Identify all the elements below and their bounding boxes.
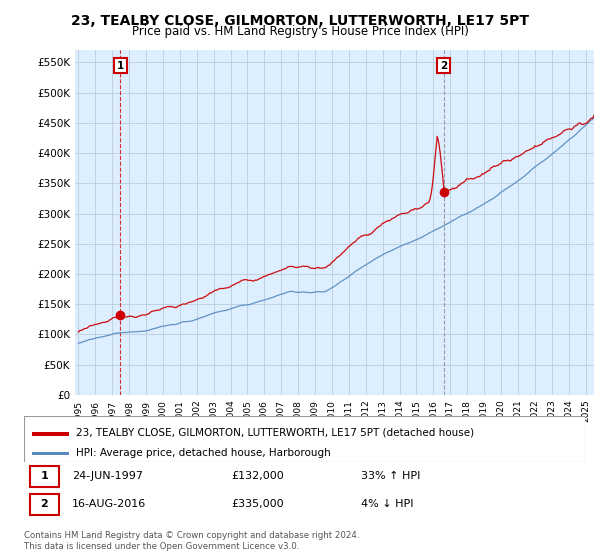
FancyBboxPatch shape xyxy=(29,466,59,487)
Text: 33% ↑ HPI: 33% ↑ HPI xyxy=(361,472,420,481)
Text: 2: 2 xyxy=(440,60,448,71)
Text: HPI: Average price, detached house, Harborough: HPI: Average price, detached house, Harb… xyxy=(76,447,331,458)
Bar xyxy=(32,452,69,455)
Text: £335,000: £335,000 xyxy=(232,500,284,509)
Text: 23, TEALBY CLOSE, GILMORTON, LUTTERWORTH, LE17 5PT (detached house): 23, TEALBY CLOSE, GILMORTON, LUTTERWORTH… xyxy=(76,428,474,438)
Text: Price paid vs. HM Land Registry's House Price Index (HPI): Price paid vs. HM Land Registry's House … xyxy=(131,25,469,38)
Text: 4% ↓ HPI: 4% ↓ HPI xyxy=(361,500,413,509)
Text: 23, TEALBY CLOSE, GILMORTON, LUTTERWORTH, LE17 5PT: 23, TEALBY CLOSE, GILMORTON, LUTTERWORTH… xyxy=(71,14,529,28)
FancyBboxPatch shape xyxy=(24,416,585,462)
Text: 16-AUG-2016: 16-AUG-2016 xyxy=(71,500,146,509)
Text: Contains HM Land Registry data © Crown copyright and database right 2024.: Contains HM Land Registry data © Crown c… xyxy=(24,531,359,540)
Text: 1: 1 xyxy=(116,60,124,71)
Bar xyxy=(32,432,69,436)
Text: 2: 2 xyxy=(40,500,48,509)
Text: 1: 1 xyxy=(40,472,48,481)
Text: 24-JUN-1997: 24-JUN-1997 xyxy=(71,472,143,481)
Text: £132,000: £132,000 xyxy=(232,472,284,481)
FancyBboxPatch shape xyxy=(29,494,59,515)
Text: This data is licensed under the Open Government Licence v3.0.: This data is licensed under the Open Gov… xyxy=(24,542,299,550)
